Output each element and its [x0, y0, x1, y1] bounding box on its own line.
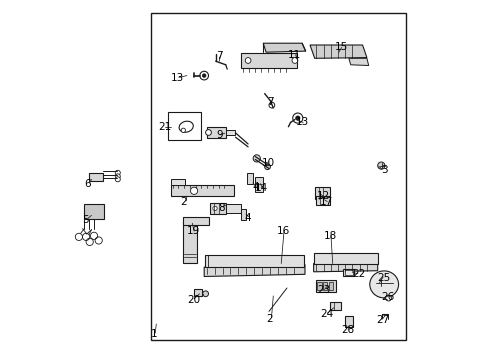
Text: 9: 9: [216, 130, 222, 140]
Bar: [226, 204, 241, 213]
Text: 26: 26: [380, 292, 394, 302]
Bar: [317, 282, 321, 290]
Circle shape: [202, 74, 205, 77]
Bar: [255, 177, 263, 192]
Polygon shape: [263, 43, 305, 52]
Text: 2: 2: [180, 197, 186, 207]
Circle shape: [115, 177, 120, 182]
Text: 28: 28: [341, 325, 354, 336]
Bar: [241, 53, 296, 68]
Text: 15: 15: [334, 42, 347, 52]
Circle shape: [295, 116, 299, 120]
Bar: [344, 316, 352, 327]
Circle shape: [205, 130, 211, 135]
Text: 21: 21: [158, 122, 171, 132]
Circle shape: [385, 295, 390, 301]
Bar: [206, 127, 226, 138]
Bar: [170, 185, 233, 196]
Circle shape: [181, 128, 185, 132]
Bar: [316, 196, 329, 205]
Circle shape: [291, 58, 297, 63]
Bar: [170, 179, 185, 185]
Text: 8: 8: [218, 203, 224, 213]
Bar: [84, 204, 104, 219]
Text: 17: 17: [319, 197, 332, 207]
Text: 19: 19: [186, 226, 200, 236]
Bar: [194, 289, 202, 296]
Bar: [89, 173, 102, 181]
Text: 4: 4: [251, 182, 258, 192]
Text: 13: 13: [171, 73, 184, 84]
Text: 23: 23: [316, 285, 330, 295]
Bar: [204, 255, 303, 267]
Circle shape: [115, 170, 120, 175]
Circle shape: [115, 174, 120, 179]
Bar: [314, 187, 329, 199]
Text: 2: 2: [266, 314, 272, 324]
Text: 5: 5: [82, 215, 88, 225]
Polygon shape: [313, 262, 377, 272]
Bar: [168, 112, 200, 140]
Circle shape: [200, 71, 208, 80]
Text: 27: 27: [376, 315, 389, 325]
Bar: [151, 13, 406, 340]
Text: 4: 4: [244, 213, 251, 223]
Bar: [315, 280, 335, 292]
Circle shape: [264, 164, 270, 170]
Text: 24: 24: [319, 309, 332, 319]
Circle shape: [212, 206, 217, 211]
Polygon shape: [204, 265, 305, 276]
Text: 7: 7: [216, 51, 222, 61]
Bar: [226, 130, 235, 135]
Text: 20: 20: [186, 294, 200, 305]
Text: 12: 12: [316, 191, 329, 201]
Bar: [241, 209, 246, 220]
Text: 18: 18: [323, 231, 336, 241]
Text: 25: 25: [377, 273, 390, 283]
Circle shape: [244, 58, 250, 63]
Circle shape: [203, 291, 208, 297]
Ellipse shape: [369, 271, 398, 298]
Circle shape: [253, 155, 260, 162]
Bar: [344, 270, 352, 275]
Text: 1: 1: [150, 329, 157, 339]
Polygon shape: [348, 58, 368, 66]
Circle shape: [377, 162, 384, 169]
Text: 7: 7: [266, 96, 273, 107]
Polygon shape: [309, 45, 366, 58]
Bar: [313, 253, 377, 264]
Circle shape: [268, 102, 274, 108]
Bar: [183, 217, 209, 225]
Bar: [322, 282, 326, 290]
Text: 10: 10: [261, 158, 274, 168]
Bar: [329, 302, 340, 310]
Bar: [183, 221, 197, 263]
Text: 11: 11: [288, 50, 301, 60]
Text: 6: 6: [84, 179, 90, 189]
Circle shape: [190, 187, 197, 194]
Text: 16: 16: [276, 226, 289, 236]
Bar: [328, 282, 332, 290]
Bar: [343, 269, 354, 276]
Text: 3: 3: [381, 165, 387, 175]
Text: 22: 22: [352, 269, 365, 279]
Bar: [247, 173, 252, 184]
Circle shape: [292, 113, 302, 123]
Text: 14: 14: [255, 183, 268, 193]
Text: 13: 13: [295, 117, 308, 127]
Bar: [210, 203, 226, 214]
